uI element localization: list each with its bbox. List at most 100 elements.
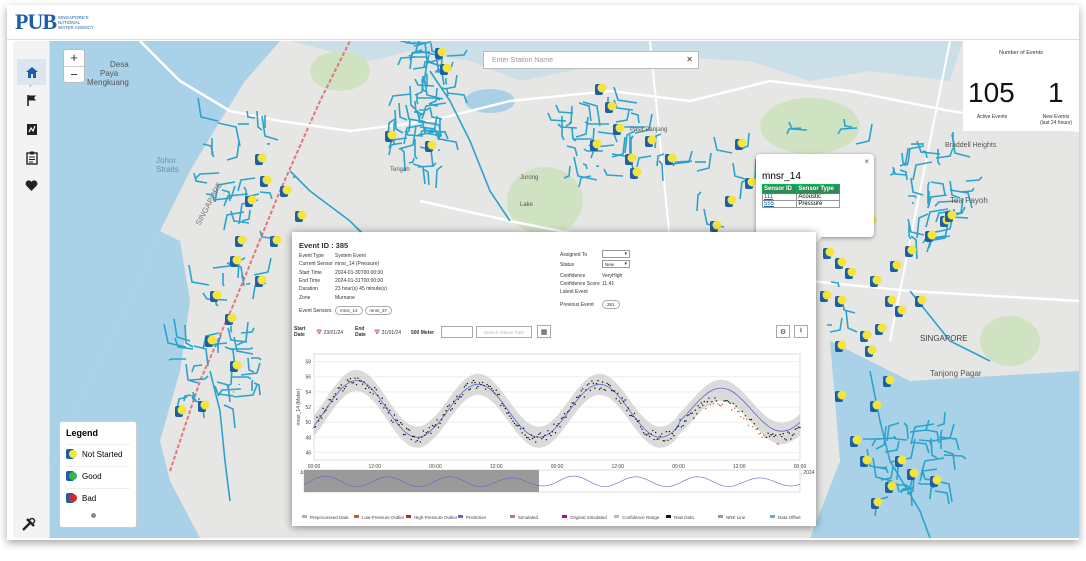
station-marker[interactable] <box>925 230 937 243</box>
station-marker[interactable] <box>870 275 882 288</box>
assigned-to-select[interactable] <box>602 250 630 258</box>
raw-data-point <box>720 405 722 407</box>
search-station-path-button[interactable]: Search Station Path <box>476 326 532 338</box>
logo-text: PUB <box>15 9 57 34</box>
station-marker[interactable] <box>945 210 957 223</box>
end-date-picker[interactable]: 📅 31/01/24 <box>374 330 402 336</box>
status-select[interactable]: New <box>602 260 630 268</box>
station-marker[interactable] <box>930 475 942 488</box>
start-date-picker[interactable]: 📅 23/01/24 <box>316 330 344 336</box>
pager-dot[interactable] <box>91 513 96 518</box>
station-marker[interactable] <box>895 455 907 468</box>
raw-data-point <box>636 420 639 423</box>
raw-data-point <box>491 388 493 390</box>
station-marker[interactable] <box>823 247 835 260</box>
station-marker[interactable] <box>860 330 872 343</box>
sensor-chip[interactable]: mnsr_14 <box>335 306 363 315</box>
station-marker[interactable] <box>435 47 447 60</box>
download-icon[interactable]: ⭳ <box>794 325 808 338</box>
legend-item-not-started: Not Started <box>66 444 130 460</box>
station-marker[interactable] <box>875 323 887 336</box>
station-marker[interactable] <box>425 140 437 153</box>
pipe-segment <box>226 141 240 161</box>
station-marker[interactable] <box>230 255 242 268</box>
station-marker[interactable] <box>885 295 897 308</box>
station-marker[interactable] <box>440 63 452 76</box>
station-marker[interactable] <box>860 455 872 468</box>
zoom-control: + − <box>63 49 85 83</box>
table-icon[interactable]: ▦ <box>537 325 551 338</box>
previous-event-chip[interactable]: 381 <box>602 300 620 309</box>
zoom-out-button[interactable]: − <box>64 66 84 82</box>
station-marker[interactable] <box>915 295 927 308</box>
station-marker[interactable] <box>835 390 847 403</box>
station-marker[interactable] <box>745 177 757 190</box>
station-marker[interactable] <box>865 345 877 358</box>
x-tick-label: 00:00 <box>672 464 685 470</box>
station-marker[interactable] <box>735 138 747 151</box>
station-marker[interactable] <box>645 135 657 148</box>
station-marker[interactable] <box>245 195 257 208</box>
station-marker[interactable] <box>255 275 267 288</box>
station-marker[interactable] <box>883 375 895 388</box>
station-marker[interactable] <box>260 175 272 188</box>
station-marker[interactable] <box>885 481 897 494</box>
station-marker[interactable] <box>613 123 625 136</box>
station-marker[interactable] <box>630 167 642 180</box>
station-marker[interactable] <box>710 220 722 233</box>
clipboard-icon[interactable] <box>17 145 46 171</box>
flag-icon[interactable] <box>17 87 46 113</box>
station-marker[interactable] <box>595 83 607 96</box>
station-search-input[interactable]: Enter Station Name ✕ <box>483 51 699 69</box>
station-marker[interactable] <box>665 153 677 166</box>
close-icon[interactable]: × <box>864 157 869 166</box>
station-marker[interactable] <box>235 235 247 248</box>
station-marker[interactable] <box>725 195 737 208</box>
zoom-in-button[interactable]: + <box>70 50 78 65</box>
sensor-id-link[interactable]: 111 <box>764 194 774 200</box>
gear-icon[interactable]: ⚙ <box>776 325 790 338</box>
station-marker[interactable] <box>820 290 832 303</box>
station-marker[interactable] <box>907 468 919 481</box>
station-marker[interactable] <box>835 257 847 270</box>
station-marker[interactable] <box>280 185 292 198</box>
station-marker[interactable] <box>835 340 847 353</box>
station-marker[interactable] <box>870 400 882 413</box>
station-marker[interactable] <box>890 260 902 273</box>
raw-data-point <box>478 382 481 384</box>
report-icon[interactable] <box>17 116 46 142</box>
station-marker[interactable] <box>198 400 210 413</box>
station-marker[interactable] <box>205 335 217 348</box>
chart-legend-label: Original Simulated <box>570 515 607 520</box>
home-icon[interactable] <box>17 59 46 85</box>
station-marker[interactable] <box>871 497 883 510</box>
station-marker[interactable] <box>210 290 222 303</box>
radius-input[interactable] <box>441 326 473 338</box>
raw-data-point <box>677 425 680 427</box>
station-marker[interactable] <box>845 267 857 280</box>
station-marker[interactable] <box>850 435 862 448</box>
station-marker[interactable] <box>230 360 242 373</box>
map-canvas[interactable]: Desa Paya Mengkuang Johor Straits SINGAP… <box>50 41 1079 538</box>
station-marker[interactable] <box>255 153 267 166</box>
station-marker[interactable] <box>625 153 637 166</box>
raw-data-point <box>466 382 469 385</box>
heart-icon[interactable] <box>17 173 46 199</box>
sensor-chip[interactable]: mnsr_37 <box>364 306 393 315</box>
station-marker[interactable] <box>270 235 282 248</box>
pipe-segment <box>894 484 909 488</box>
station-marker[interactable] <box>385 130 397 143</box>
station-marker[interactable] <box>225 313 237 326</box>
station-marker[interactable] <box>590 139 602 152</box>
station-marker[interactable] <box>905 245 917 258</box>
station-marker[interactable] <box>175 405 187 418</box>
sensor-id-link[interactable]: 555 <box>764 201 775 207</box>
station-marker[interactable] <box>835 295 847 308</box>
clear-icon[interactable]: ✕ <box>686 55 693 64</box>
station-marker[interactable] <box>895 305 907 318</box>
raw-data-point <box>705 407 707 410</box>
tools-icon[interactable] <box>21 517 36 536</box>
station-marker[interactable] <box>295 210 307 223</box>
station-marker[interactable] <box>605 101 617 114</box>
